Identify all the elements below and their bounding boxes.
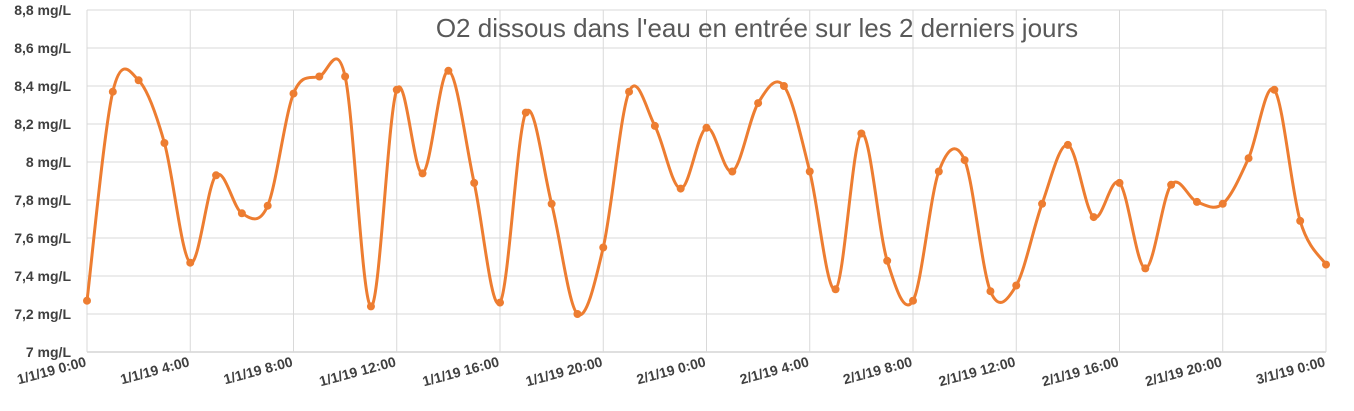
data-point — [496, 298, 504, 307]
data-point — [263, 201, 272, 210]
data-point — [599, 243, 608, 252]
x-tick-label: 2/1/19 16:00 — [1040, 353, 1120, 389]
data-point — [1296, 216, 1305, 225]
x-tick-label: 2/1/19 12:00 — [937, 353, 1017, 389]
x-tick-label: 2/1/19 8:00 — [841, 353, 914, 387]
data-point — [883, 256, 892, 265]
data-point — [805, 167, 814, 176]
data-point — [108, 87, 117, 96]
y-axis-tick-labels: 7 mg/L 7,2 mg/L 7,4 mg/L 7,6 mg/L 7,8 mg/L 8 … — [14, 2, 71, 360]
data-point — [1089, 213, 1098, 222]
data-point — [625, 87, 634, 96]
y-tick-label: 8,4 mg/L — [14, 78, 71, 94]
data-point — [521, 108, 530, 117]
x-tick-label: 2/1/19 4:00 — [738, 353, 811, 387]
data-point — [1115, 178, 1124, 187]
x-tick-label: 2/1/19 20:00 — [1143, 353, 1223, 389]
data-point — [160, 139, 169, 147]
data-point — [212, 171, 221, 180]
data-point — [650, 121, 659, 130]
x-tick-label: 1/1/19 8:00 — [222, 353, 295, 387]
data-point — [134, 76, 143, 85]
data-point — [470, 178, 479, 187]
data-point — [1012, 281, 1021, 290]
x-tick-label: 1/1/19 12:00 — [317, 353, 397, 389]
data-point — [960, 156, 969, 165]
data-point — [237, 209, 246, 218]
data-point — [1063, 140, 1072, 149]
data-point — [857, 129, 866, 138]
data-point — [1218, 199, 1227, 208]
data-point — [1038, 199, 1047, 208]
data-point — [83, 296, 91, 305]
data-point — [366, 302, 375, 311]
y-tick-label: 8,8 mg/L — [14, 2, 71, 18]
data-point — [392, 85, 401, 94]
chart-title: O2 dissous dans l'eau en entrée sur les … — [436, 13, 1078, 43]
data-point — [418, 169, 427, 178]
x-tick-label: 1/1/19 20:00 — [524, 353, 604, 389]
data-point — [547, 199, 556, 208]
x-tick-label: 1/1/19 16:00 — [421, 353, 501, 389]
data-point — [986, 287, 995, 296]
y-tick-label: 7,4 mg/L — [14, 268, 71, 284]
data-point — [909, 296, 917, 305]
data-point — [1192, 197, 1201, 206]
data-point — [934, 167, 943, 176]
data-point — [341, 72, 350, 81]
data-point — [1244, 154, 1253, 163]
y-tick-label: 7 mg/L — [26, 344, 72, 360]
data-point — [1141, 264, 1150, 273]
data-point — [831, 285, 840, 294]
x-axis-tick-labels: 1/1/19 0:00 1/1/19 4:00 1/1/19 8:00 1/1/19 … — [15, 353, 1327, 389]
x-tick-label: 2/1/19 0:00 — [635, 353, 708, 387]
y-tick-label: 8,6 mg/L — [14, 40, 71, 56]
data-point — [702, 123, 711, 132]
data-point — [315, 72, 324, 81]
data-point — [754, 99, 763, 108]
y-tick-label: 7,8 mg/L — [14, 192, 71, 208]
x-tick-label: 1/1/19 4:00 — [118, 353, 191, 387]
y-tick-label: 8 mg/L — [26, 154, 72, 170]
data-points — [83, 66, 1330, 318]
x-tick-label: 3/1/19 0:00 — [1254, 353, 1327, 387]
data-point — [779, 82, 788, 90]
data-point — [1167, 180, 1176, 189]
data-point — [1322, 260, 1330, 269]
gridlines — [86, 9, 1327, 353]
y-tick-label: 7,2 mg/L — [14, 306, 71, 322]
data-point — [573, 310, 582, 318]
data-point — [444, 66, 453, 75]
data-point — [1270, 85, 1279, 94]
data-point — [186, 258, 195, 267]
y-tick-label: 8,2 mg/L — [14, 116, 71, 132]
data-point — [676, 184, 685, 193]
y-tick-label: 7,6 mg/L — [14, 230, 71, 246]
data-point — [728, 167, 737, 176]
data-point — [289, 89, 298, 98]
